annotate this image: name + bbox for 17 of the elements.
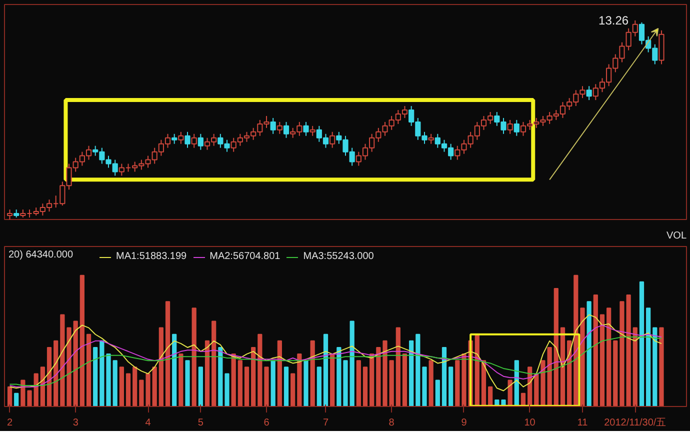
legend-label: MA3:55243.000 bbox=[303, 251, 374, 262]
x-tick-label: 9 bbox=[461, 418, 468, 428]
x-tick-label: 3 bbox=[72, 418, 79, 428]
x-tick-label: 10 bbox=[524, 418, 536, 428]
x-tick-label: 6 bbox=[264, 418, 270, 428]
x-tick-label: 7 bbox=[322, 418, 329, 428]
text: 2012/11/30/五 bbox=[604, 418, 666, 428]
x-tick-label: 5 bbox=[198, 418, 204, 428]
x-tick-label: 8 bbox=[388, 418, 395, 428]
legend-label: MA2:56704.801 bbox=[210, 251, 280, 262]
x-tick-label: 2 bbox=[6, 418, 13, 428]
annotation: 13.26 bbox=[598, 13, 629, 28]
x-tick-label: 4 bbox=[145, 418, 152, 428]
text: 20) 64340.000 bbox=[8, 250, 74, 260]
legend-label: MA1:51883.199 bbox=[116, 251, 187, 262]
x-tick-label: 11 bbox=[577, 418, 588, 428]
chart-title: VOL bbox=[666, 230, 687, 242]
